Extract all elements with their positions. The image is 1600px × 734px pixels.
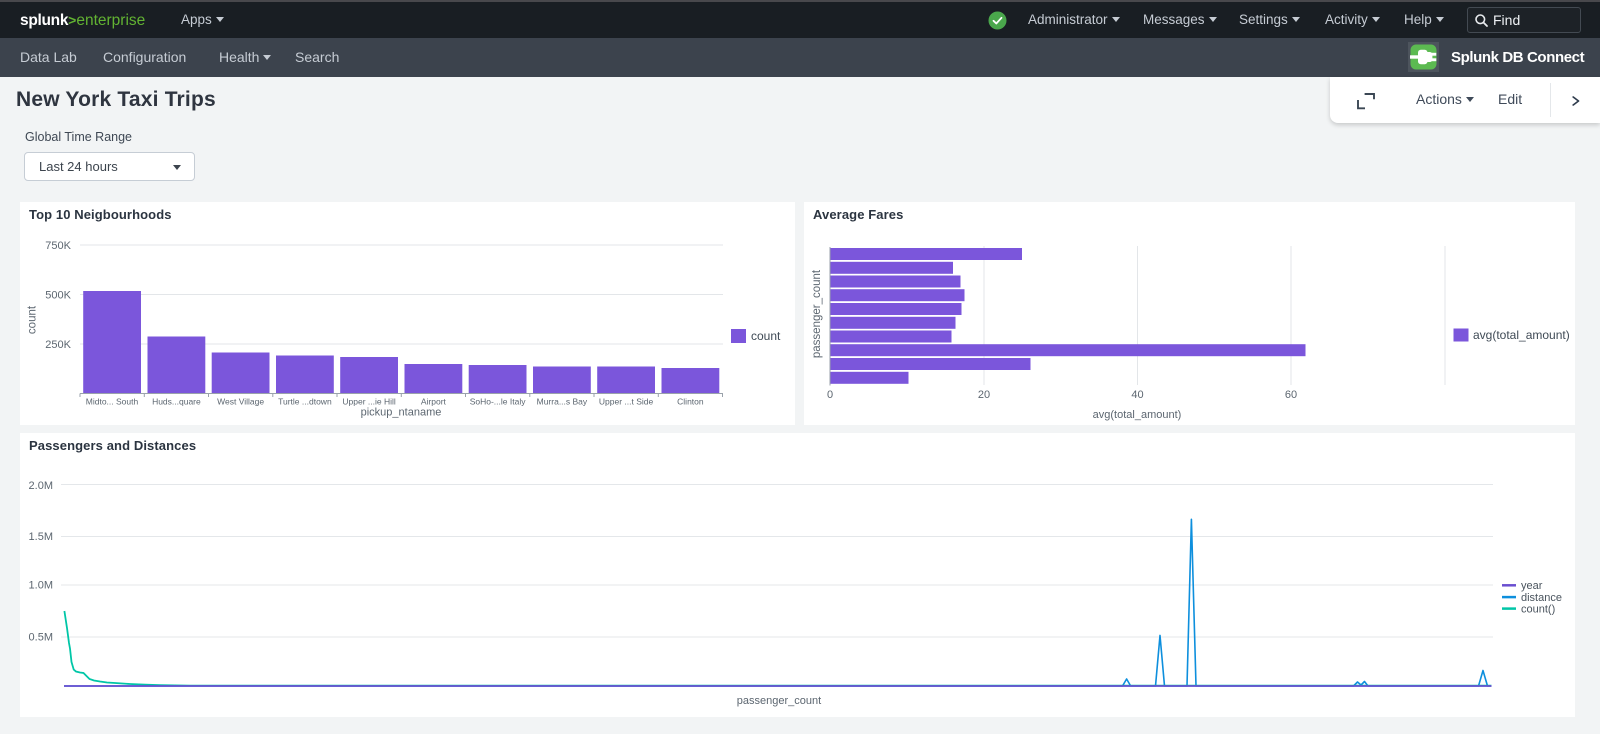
svg-text:count: count: [751, 329, 781, 343]
svg-text:passenger_count: passenger_count: [737, 695, 821, 707]
svg-text:750K: 750K: [45, 240, 71, 252]
svg-text:20: 20: [978, 389, 990, 401]
svg-text:passenger_count: passenger_count: [811, 269, 823, 358]
svg-text:SoHo-...le Italy: SoHo-...le Italy: [470, 397, 526, 407]
svg-text:Huds...quare: Huds...quare: [152, 397, 201, 407]
svg-text:count: count: [27, 305, 39, 334]
svg-text:Upper ...t Side: Upper ...t Side: [599, 397, 654, 407]
svg-text:distance: distance: [1521, 592, 1562, 604]
svg-text:250K: 250K: [45, 339, 71, 351]
svg-text:2.0M: 2.0M: [29, 480, 53, 492]
svg-text:Turtle ...dtown: Turtle ...dtown: [278, 397, 332, 407]
svg-text:West Village: West Village: [217, 397, 264, 407]
svg-text:Airport: Airport: [421, 397, 447, 407]
svg-text:avg(total_amount): avg(total_amount): [1473, 328, 1570, 342]
svg-text:0.5M: 0.5M: [29, 632, 53, 644]
svg-text:Upper ...ie Hill: Upper ...ie Hill: [342, 397, 395, 407]
svg-text:40: 40: [1131, 389, 1143, 401]
svg-text:count(): count(): [1521, 604, 1555, 616]
svg-text:Midto... South: Midto... South: [86, 397, 139, 407]
svg-text:1.5M: 1.5M: [29, 531, 53, 543]
svg-text:500K: 500K: [45, 290, 71, 302]
svg-text:avg(total_amount): avg(total_amount): [1093, 409, 1182, 421]
svg-text:Clinton: Clinton: [677, 397, 704, 407]
svg-text:year: year: [1521, 580, 1543, 592]
svg-text:pickup_ntaname: pickup_ntaname: [361, 407, 442, 419]
svg-text:60: 60: [1285, 389, 1297, 401]
svg-text:1.0M: 1.0M: [29, 580, 53, 592]
svg-text:0: 0: [827, 389, 833, 401]
svg-text:Murra...s Bay: Murra...s Bay: [537, 397, 588, 407]
